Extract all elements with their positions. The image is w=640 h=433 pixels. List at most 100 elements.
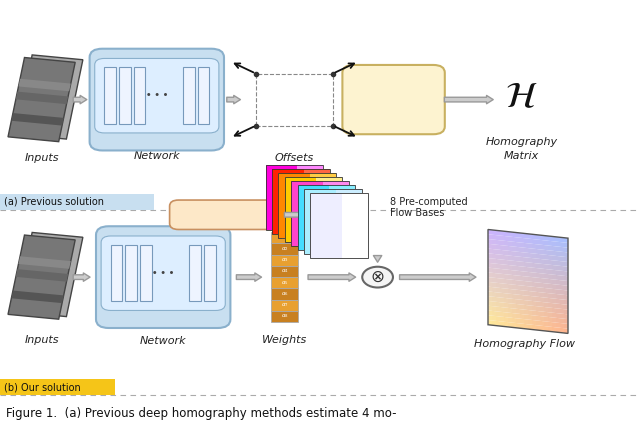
- Polygon shape: [536, 273, 540, 278]
- Polygon shape: [520, 323, 524, 329]
- Polygon shape: [560, 237, 564, 242]
- Polygon shape: [552, 236, 556, 242]
- Polygon shape: [548, 265, 552, 270]
- Polygon shape: [496, 316, 500, 321]
- Polygon shape: [536, 292, 540, 297]
- Bar: [285, 177, 342, 242]
- Polygon shape: [536, 244, 540, 249]
- Polygon shape: [512, 275, 516, 280]
- Polygon shape: [516, 304, 520, 309]
- Polygon shape: [500, 321, 504, 326]
- Polygon shape: [544, 302, 548, 307]
- Polygon shape: [540, 307, 544, 312]
- Text: $\otimes$: $\otimes$: [371, 268, 385, 286]
- Polygon shape: [540, 259, 544, 264]
- Bar: [304, 189, 336, 254]
- Polygon shape: [548, 326, 552, 332]
- Bar: [0, 194, 154, 210]
- Polygon shape: [536, 282, 540, 288]
- Polygon shape: [524, 286, 528, 291]
- Polygon shape: [528, 272, 532, 277]
- Polygon shape: [552, 246, 556, 251]
- Polygon shape: [500, 245, 504, 250]
- Polygon shape: [548, 246, 552, 251]
- Polygon shape: [532, 296, 536, 301]
- Polygon shape: [556, 275, 560, 280]
- Polygon shape: [504, 250, 508, 255]
- Polygon shape: [564, 290, 568, 295]
- Polygon shape: [540, 288, 544, 293]
- Polygon shape: [512, 284, 516, 290]
- Polygon shape: [548, 317, 552, 322]
- Polygon shape: [564, 300, 568, 305]
- Polygon shape: [492, 320, 496, 326]
- Polygon shape: [560, 313, 564, 319]
- Polygon shape: [488, 282, 492, 287]
- Polygon shape: [524, 262, 528, 267]
- Polygon shape: [544, 259, 548, 265]
- Text: Transform: Transform: [365, 107, 422, 117]
- Bar: [272, 169, 330, 234]
- Polygon shape: [536, 311, 540, 316]
- Polygon shape: [536, 287, 540, 292]
- Polygon shape: [528, 296, 532, 301]
- Polygon shape: [532, 287, 536, 292]
- Text: $\alpha_6$: $\alpha_6$: [281, 290, 289, 298]
- Polygon shape: [512, 242, 516, 247]
- Polygon shape: [504, 236, 508, 241]
- Polygon shape: [504, 260, 508, 265]
- Polygon shape: [552, 317, 556, 323]
- Polygon shape: [528, 239, 532, 244]
- Bar: [323, 181, 349, 246]
- Polygon shape: [528, 277, 532, 282]
- Polygon shape: [540, 264, 544, 269]
- Bar: [16, 269, 68, 282]
- Polygon shape: [516, 256, 520, 262]
- Polygon shape: [492, 259, 496, 264]
- Polygon shape: [500, 283, 504, 288]
- Polygon shape: [536, 254, 540, 259]
- Polygon shape: [528, 253, 532, 258]
- Bar: [271, 300, 298, 311]
- Polygon shape: [532, 244, 536, 249]
- Polygon shape: [524, 310, 528, 315]
- Bar: [19, 256, 71, 269]
- Polygon shape: [536, 325, 540, 330]
- Polygon shape: [544, 250, 548, 255]
- Polygon shape: [508, 270, 512, 275]
- Polygon shape: [520, 262, 524, 267]
- Polygon shape: [540, 249, 544, 255]
- Polygon shape: [516, 247, 520, 252]
- Polygon shape: [516, 309, 520, 314]
- Text: Network: Network: [134, 151, 180, 161]
- Bar: [271, 311, 298, 322]
- Polygon shape: [508, 298, 512, 304]
- Polygon shape: [516, 299, 520, 304]
- Polygon shape: [516, 290, 520, 295]
- Polygon shape: [540, 245, 544, 250]
- Polygon shape: [532, 249, 536, 254]
- Polygon shape: [508, 251, 512, 256]
- Polygon shape: [488, 287, 492, 292]
- Polygon shape: [500, 288, 504, 293]
- Polygon shape: [552, 260, 556, 265]
- Polygon shape: [496, 235, 500, 240]
- Polygon shape: [492, 311, 496, 316]
- Polygon shape: [504, 298, 508, 303]
- Polygon shape: [556, 289, 560, 294]
- Polygon shape: [564, 252, 568, 257]
- Text: $\alpha_7$: $\alpha_7$: [281, 301, 289, 309]
- Polygon shape: [532, 315, 536, 320]
- Polygon shape: [500, 274, 504, 279]
- Polygon shape: [500, 236, 504, 241]
- Bar: [119, 68, 131, 124]
- Polygon shape: [504, 246, 508, 251]
- Polygon shape: [500, 231, 504, 236]
- Polygon shape: [520, 300, 524, 305]
- Polygon shape: [556, 323, 560, 328]
- Polygon shape: [492, 297, 496, 302]
- Bar: [271, 288, 298, 300]
- Bar: [304, 169, 330, 234]
- Polygon shape: [532, 277, 536, 282]
- Polygon shape: [544, 297, 548, 303]
